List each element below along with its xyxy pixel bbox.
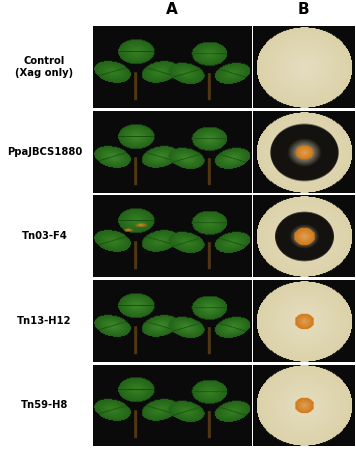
Text: Tn59-H8: Tn59-H8 [21,400,68,410]
Text: Tn03-F4: Tn03-F4 [21,231,67,241]
Text: Control
(Xag only): Control (Xag only) [15,56,73,78]
Text: Tn13-H12: Tn13-H12 [17,316,72,326]
Text: A: A [166,2,178,17]
Text: B: B [298,2,309,17]
Text: PpaJBCS1880: PpaJBCS1880 [7,147,82,157]
